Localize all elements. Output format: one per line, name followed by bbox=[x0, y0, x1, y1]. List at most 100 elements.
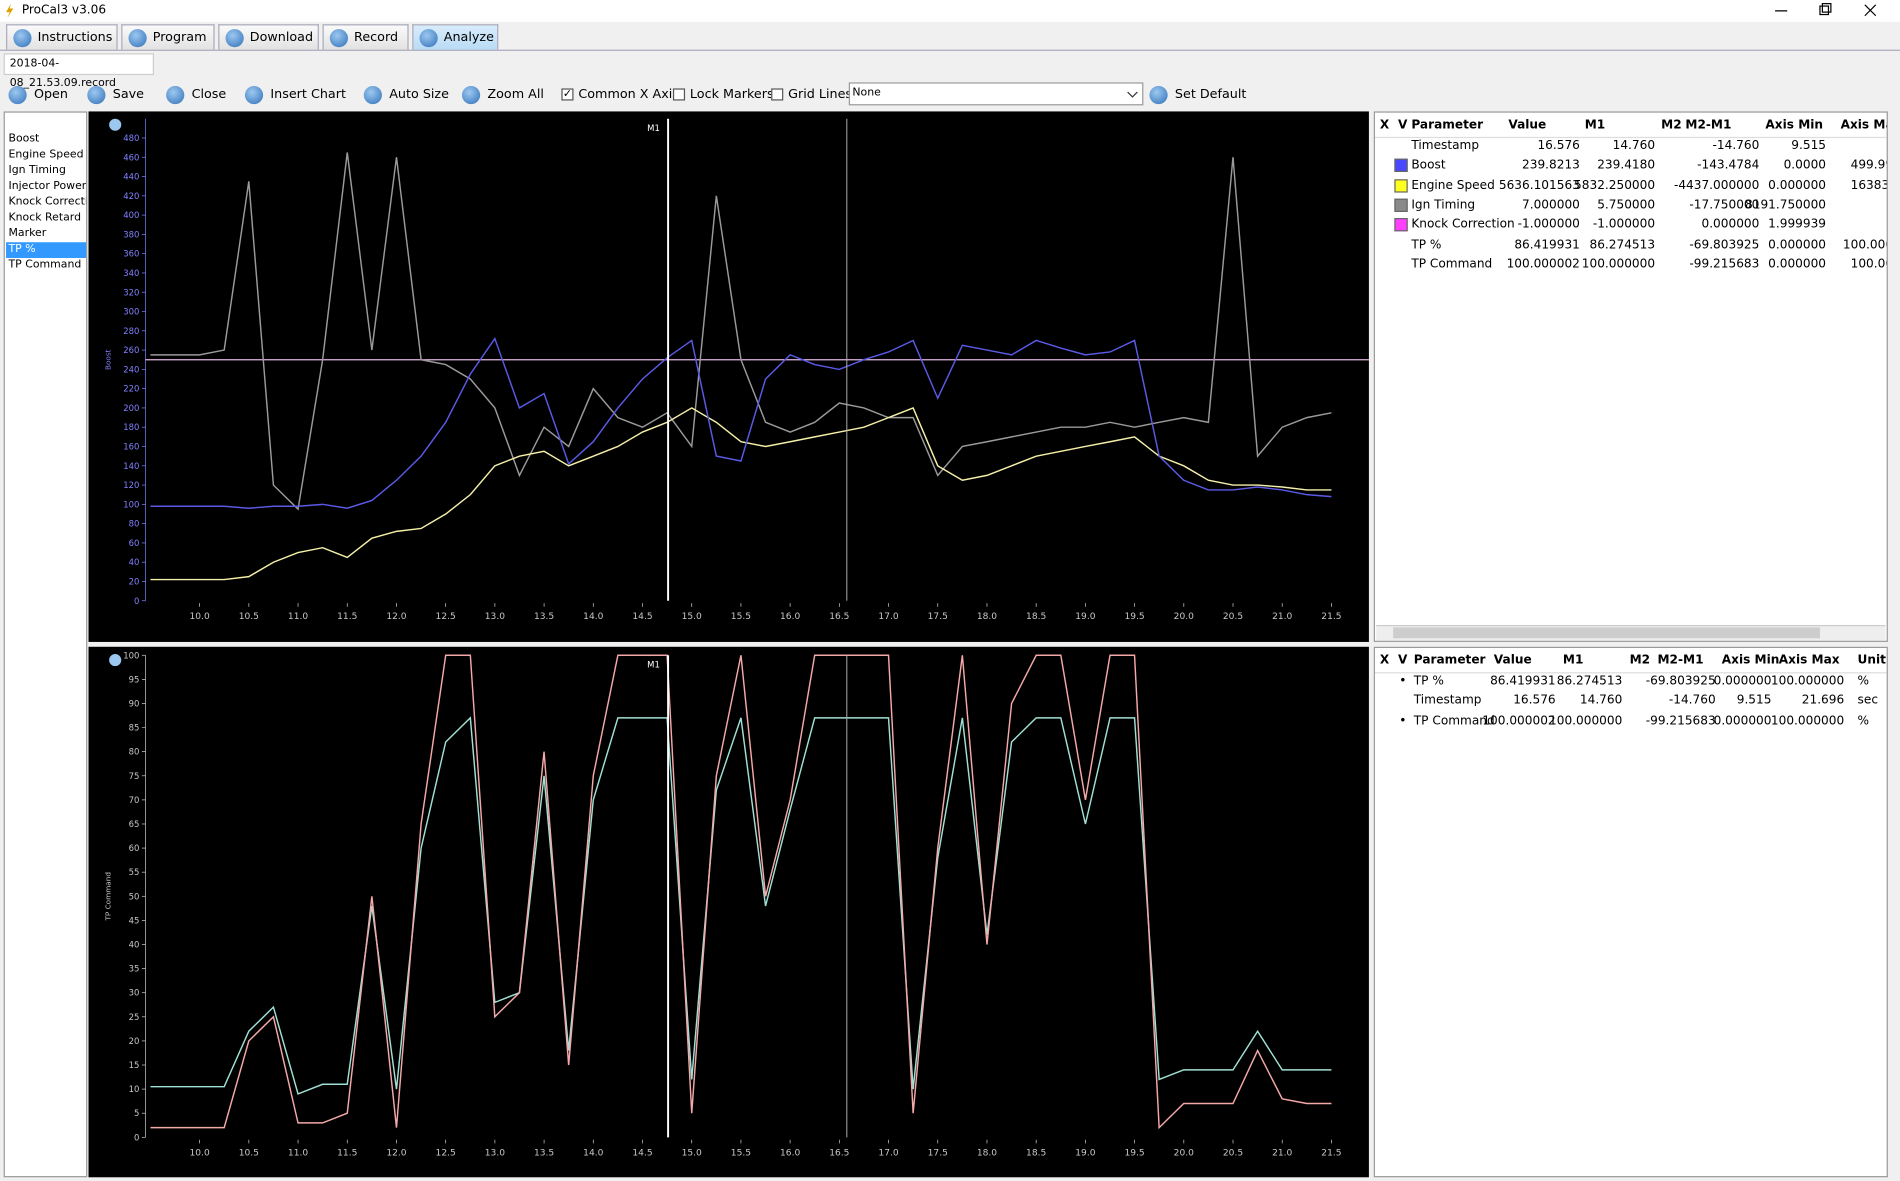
column-header[interactable]: Parameter bbox=[1411, 118, 1484, 133]
file-tab[interactable]: 2018-04-08_21.53.09.record bbox=[3, 53, 154, 90]
channel-item[interactable]: Knock Retard bbox=[8, 211, 82, 225]
x-tick-label: 12.0 bbox=[386, 612, 406, 622]
close-button[interactable]: Close bbox=[166, 84, 226, 106]
table-row[interactable]: Timestamp 16.576 14.760 -14.760 9.515 21.696 s… bbox=[1375, 692, 1887, 711]
column-header[interactable]: M2-M1 bbox=[1657, 654, 1704, 668]
save-button[interactable]: Save bbox=[87, 84, 144, 106]
column-header[interactable]: X bbox=[1379, 118, 1390, 133]
color-swatch[interactable] bbox=[1394, 198, 1408, 212]
channel-item[interactable]: Marker bbox=[8, 227, 47, 240]
chart-bottom[interactable]: TP Command 0 5 10 15 20 25 30 35 40 45 50 55 60 65 70 75… bbox=[88, 646, 1369, 1178]
chart-menu-icon[interactable] bbox=[109, 654, 122, 667]
scroll-thumb[interactable] bbox=[1393, 627, 1820, 639]
table-cell: 86.419931 bbox=[1490, 674, 1556, 688]
checkbox[interactable] bbox=[771, 88, 784, 101]
data-line bbox=[150, 406, 1332, 581]
table-cell: 100.000002 bbox=[1482, 714, 1556, 728]
table-row[interactable]: Boost 239.8213 239.4180 -143.4784 0.0000 499.… bbox=[1375, 157, 1887, 176]
tab[interactable]: Program bbox=[121, 24, 215, 50]
y-tick-label: 360 bbox=[123, 249, 139, 259]
tab-label: Program bbox=[152, 30, 207, 45]
tab[interactable]: Record bbox=[322, 24, 409, 50]
parameter-table-bottom: X V Parameter Value M1 M2 M2-M1 Axis Min Axis Ma… bbox=[1373, 646, 1888, 1178]
channel-item[interactable]: Knock Correction bbox=[8, 196, 86, 209]
dropdown[interactable]: None bbox=[848, 82, 1144, 106]
chart-menu-icon[interactable] bbox=[109, 118, 122, 131]
column-header[interactable]: V bbox=[1398, 118, 1408, 133]
table-cell: -69.803925 bbox=[1645, 674, 1716, 688]
checkbox[interactable] bbox=[672, 88, 686, 101]
auto-size-button[interactable]: Auto Size bbox=[363, 84, 449, 106]
column-header[interactable]: Axis Max bbox=[1778, 654, 1840, 668]
channel-item[interactable]: TP Command bbox=[8, 259, 82, 272]
y-tick-label: 180 bbox=[123, 422, 139, 432]
common-x-axis-label: Common X Axis bbox=[578, 87, 679, 102]
tab[interactable]: Instructions bbox=[6, 24, 118, 50]
column-header[interactable]: Axis Max bbox=[1840, 118, 1887, 133]
table-cell: Engine Speed bbox=[1411, 178, 1495, 193]
open-label: Open bbox=[33, 87, 68, 102]
channel-item[interactable]: Engine Speed bbox=[8, 148, 84, 162]
column-header[interactable]: Parameter bbox=[1413, 654, 1486, 668]
chart-top[interactable]: Boost 0 20 40 60 80 100 120 140 160 180 200 220 240 26… bbox=[88, 111, 1369, 642]
color-swatch[interactable] bbox=[1394, 159, 1408, 173]
data-line bbox=[150, 152, 1332, 511]
table-cell: 0.000000 bbox=[1768, 257, 1827, 272]
y-tick-label: 120 bbox=[123, 480, 139, 490]
channel-item[interactable]: TP % bbox=[6, 242, 87, 258]
tab-icon bbox=[419, 28, 438, 47]
table-row[interactable]: Ign Timing 7.000000 5.750000 -17.750000 8191… bbox=[1375, 196, 1887, 215]
x-tick-label: 13.5 bbox=[534, 612, 554, 622]
table-cell: Knock Correction bbox=[1411, 218, 1515, 232]
table-cell: 14.760 bbox=[1579, 694, 1623, 708]
grid-lines-toggle[interactable]: Grid Lines bbox=[771, 84, 852, 106]
channel-item[interactable]: Boost bbox=[8, 133, 40, 146]
table-cell: 86.274513 bbox=[1556, 674, 1623, 688]
checkbox[interactable]: ✓ bbox=[561, 88, 574, 101]
table-row[interactable]: • TP % 86.419931 86.274513 -69.803925 0.00000… bbox=[1375, 672, 1887, 691]
column-header[interactable]: Value bbox=[1493, 654, 1532, 668]
common-x-axis-toggle[interactable]: ✓ Common X Axis bbox=[561, 84, 679, 106]
table-row[interactable]: Knock Correction -1.000000 -1.000000 0.0000… bbox=[1375, 216, 1887, 235]
column-header[interactable]: M1 bbox=[1584, 118, 1606, 133]
channel-item[interactable]: Ign Timing bbox=[8, 164, 66, 177]
horizontal-scrollbar[interactable] bbox=[1376, 624, 1886, 641]
x-tick-label: 18.0 bbox=[977, 612, 997, 622]
zoom-all-button[interactable]: Zoom All bbox=[461, 84, 544, 106]
color-swatch[interactable] bbox=[1394, 218, 1408, 232]
tab[interactable]: Download bbox=[218, 24, 319, 50]
column-header[interactable]: M1 bbox=[1562, 654, 1584, 668]
table-cell: 14.760 bbox=[1612, 139, 1656, 153]
open-button[interactable]: Open bbox=[8, 84, 68, 106]
column-header[interactable]: M2 bbox=[1629, 654, 1651, 668]
x-tick-label: 15.0 bbox=[682, 612, 702, 622]
column-header[interactable]: Axis Min bbox=[1765, 118, 1824, 133]
insert-chart-button[interactable]: Insert Chart bbox=[244, 84, 346, 106]
column-header[interactable]: Value bbox=[1508, 118, 1547, 133]
data-line bbox=[150, 716, 1332, 1095]
table-row[interactable]: • TP Command 100.000002 100.000000 -99.21568… bbox=[1375, 712, 1887, 731]
tab[interactable]: Analyze bbox=[412, 24, 499, 50]
table-row[interactable]: Engine Speed 5636.101563 5832.250000 -4437.… bbox=[1375, 176, 1887, 195]
table-row[interactable]: TP % 86.419931 86.274513 -69.803925 0.000000… bbox=[1375, 236, 1886, 255]
channel-item[interactable]: Injector Power bbox=[8, 180, 87, 193]
column-header[interactable]: M2-M1 bbox=[1685, 118, 1732, 133]
x-tick-label: 13.0 bbox=[485, 612, 505, 622]
column-header[interactable]: Unit bbox=[1857, 654, 1886, 668]
x-tick-label: 10.5 bbox=[239, 612, 259, 622]
lock-markers-toggle[interactable]: Lock Markers bbox=[672, 84, 774, 106]
column-header[interactable]: M2 bbox=[1661, 118, 1682, 133]
set-default-button[interactable]: Set Default bbox=[1149, 84, 1246, 106]
table-row[interactable]: TP Command 100.000002 100.000000 -99.215683… bbox=[1375, 255, 1886, 274]
color-swatch[interactable] bbox=[1394, 178, 1408, 193]
data-line bbox=[150, 336, 1332, 509]
column-header[interactable]: X bbox=[1379, 654, 1390, 668]
y-tick-label: 340 bbox=[123, 268, 139, 278]
column-header[interactable]: V bbox=[1398, 654, 1408, 668]
column-header[interactable]: Axis Min bbox=[1721, 654, 1780, 668]
window-controls[interactable] bbox=[1764, 2, 1885, 19]
x-tick-label: 12.0 bbox=[386, 1148, 406, 1158]
x-tick-label: 20.5 bbox=[1223, 612, 1243, 622]
